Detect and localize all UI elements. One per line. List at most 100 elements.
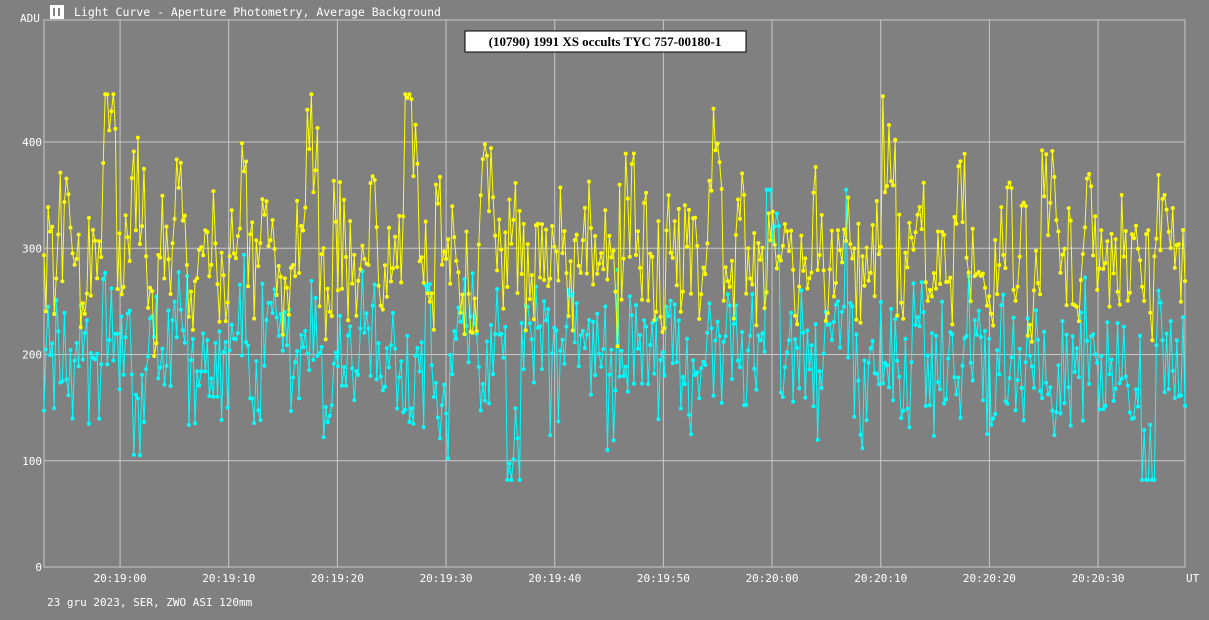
data-point bbox=[1046, 392, 1051, 397]
data-point bbox=[1091, 332, 1096, 337]
data-point bbox=[966, 270, 971, 275]
data-point bbox=[1036, 281, 1040, 285]
data-point bbox=[142, 420, 146, 424]
data-point bbox=[52, 406, 57, 411]
data-point bbox=[56, 329, 61, 334]
data-point bbox=[889, 179, 894, 184]
data-point bbox=[68, 347, 73, 352]
data-point bbox=[1054, 218, 1059, 223]
data-point bbox=[48, 353, 53, 357]
data-point bbox=[397, 213, 402, 218]
data-point bbox=[801, 330, 806, 335]
data-point bbox=[770, 209, 775, 214]
data-point bbox=[956, 375, 961, 380]
data-point bbox=[466, 360, 471, 365]
data-point bbox=[417, 259, 422, 264]
data-point bbox=[1125, 383, 1130, 388]
data-point bbox=[870, 339, 875, 343]
data-point bbox=[989, 422, 994, 427]
data-point bbox=[499, 247, 504, 252]
data-point bbox=[1170, 368, 1175, 373]
data-point bbox=[562, 229, 567, 234]
data-point bbox=[911, 281, 916, 286]
data-point bbox=[662, 326, 667, 331]
data-point bbox=[1097, 266, 1102, 271]
data-point bbox=[950, 332, 955, 337]
data-point bbox=[1080, 252, 1085, 256]
data-point bbox=[844, 238, 849, 243]
data-point bbox=[478, 193, 483, 198]
data-point bbox=[899, 300, 904, 305]
data-point bbox=[399, 280, 404, 285]
data-point bbox=[685, 244, 689, 249]
data-point bbox=[376, 283, 381, 288]
data-point bbox=[709, 188, 714, 193]
data-point bbox=[264, 318, 269, 323]
data-point bbox=[999, 205, 1004, 210]
data-point bbox=[421, 280, 426, 285]
data-point bbox=[501, 355, 506, 360]
data-point bbox=[776, 254, 781, 259]
data-point bbox=[540, 367, 544, 372]
data-point bbox=[670, 255, 675, 260]
data-point bbox=[264, 199, 269, 204]
data-point bbox=[705, 241, 710, 246]
data-point bbox=[768, 187, 773, 192]
data-point bbox=[444, 411, 449, 416]
data-point bbox=[740, 330, 745, 335]
x-tick-label: 20:20:30 bbox=[1072, 572, 1125, 585]
data-point bbox=[474, 329, 479, 334]
data-point bbox=[750, 292, 755, 297]
data-point bbox=[511, 457, 516, 462]
data-point bbox=[129, 176, 134, 181]
data-point bbox=[707, 301, 712, 306]
data-point bbox=[272, 287, 277, 292]
data-point bbox=[350, 366, 355, 371]
data-point bbox=[176, 270, 181, 275]
data-point bbox=[195, 276, 200, 281]
data-point bbox=[593, 234, 598, 238]
data-point bbox=[133, 228, 138, 233]
data-point bbox=[715, 141, 720, 146]
data-point bbox=[450, 204, 455, 209]
data-point bbox=[958, 415, 963, 420]
data-point bbox=[340, 286, 344, 291]
data-point bbox=[605, 277, 610, 282]
data-point bbox=[511, 217, 516, 222]
data-point bbox=[505, 477, 510, 482]
data-point bbox=[270, 218, 275, 222]
data-point bbox=[619, 348, 624, 353]
y-axis-label: ADU bbox=[20, 12, 40, 25]
data-point bbox=[333, 350, 338, 355]
data-point bbox=[180, 328, 185, 333]
data-point bbox=[538, 275, 542, 280]
data-point bbox=[844, 187, 849, 192]
data-point bbox=[278, 274, 283, 279]
data-point bbox=[366, 326, 371, 331]
data-point bbox=[617, 374, 622, 379]
data-point bbox=[1050, 408, 1055, 413]
data-point bbox=[715, 319, 720, 324]
data-point bbox=[431, 327, 436, 332]
data-point bbox=[170, 318, 175, 323]
data-point bbox=[887, 123, 891, 127]
data-point bbox=[985, 432, 989, 437]
data-point bbox=[968, 360, 973, 365]
data-point bbox=[893, 317, 898, 322]
data-point bbox=[221, 273, 226, 278]
data-point bbox=[531, 380, 536, 385]
data-point bbox=[846, 195, 851, 200]
data-point bbox=[154, 341, 159, 346]
data-point bbox=[705, 330, 710, 335]
data-point bbox=[335, 288, 340, 293]
data-point bbox=[225, 405, 230, 410]
data-point bbox=[727, 303, 732, 308]
data-point bbox=[868, 346, 873, 351]
data-point bbox=[387, 365, 391, 370]
data-point bbox=[942, 232, 947, 237]
data-point bbox=[507, 197, 512, 202]
data-point bbox=[225, 300, 230, 305]
data-point bbox=[146, 354, 151, 359]
data-point bbox=[150, 289, 155, 294]
data-point bbox=[517, 477, 522, 482]
